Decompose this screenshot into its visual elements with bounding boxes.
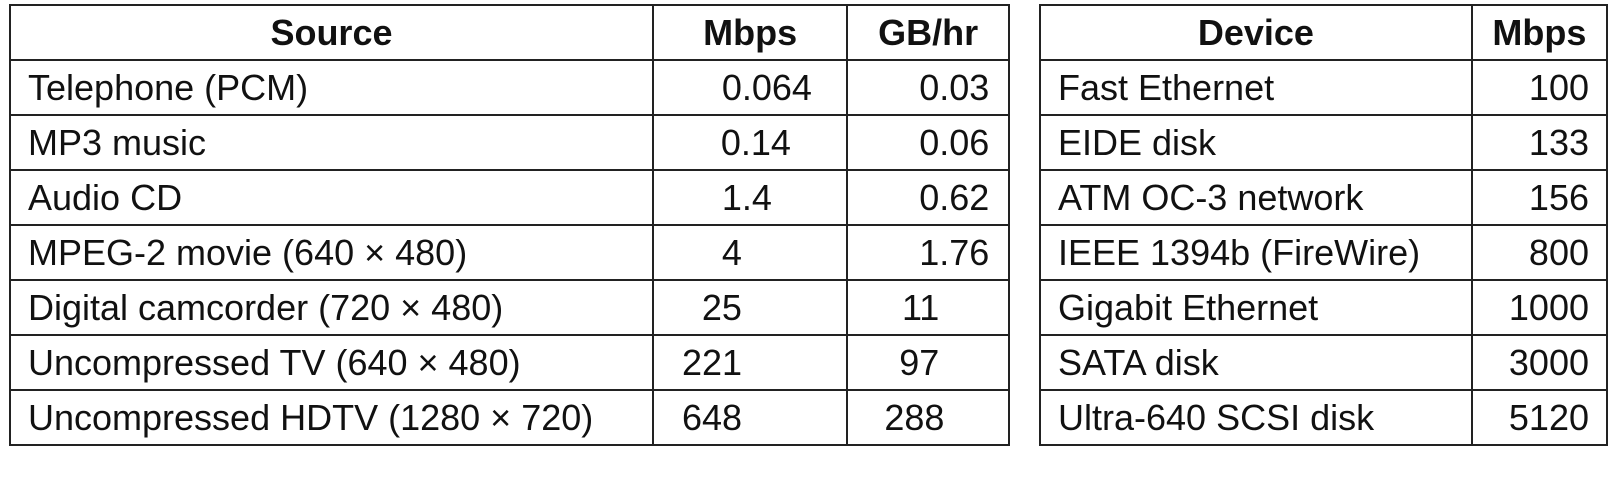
device-name-cell: Gigabit Ethernet (1039, 279, 1473, 336)
source-name-cell: Audio CD (9, 169, 654, 226)
device-mbps-cell: 1000 (1470, 279, 1609, 336)
source-data-rate-table: Source Mbps GB/hr Telephone (PCM) 0.064 … (9, 4, 1010, 446)
device-mbps-cell: 133 (1470, 114, 1609, 171)
gbhr-cell: 1.76 (846, 224, 1010, 281)
device-name-cell: SATA disk (1039, 334, 1473, 391)
table-row: Fast Ethernet 100 (1039, 59, 1609, 116)
gbhr-value: 288 (884, 396, 945, 438)
device-mbps-cell: 3000 (1470, 334, 1609, 391)
gbhr-value: 11 (901, 286, 940, 328)
mbps-cell: 4 (651, 224, 849, 281)
table-row: IEEE 1394b (FireWire) 800 (1039, 224, 1609, 281)
device-mbps-cell: 5120 (1470, 389, 1609, 446)
table-row: Telephone (PCM) 0.064 0.03 (9, 59, 1010, 116)
mbps-column-header: Mbps (651, 4, 849, 61)
device-name-cell: Ultra-640 SCSI disk (1039, 389, 1473, 446)
gbhr-value: 97 (899, 341, 940, 383)
gbhr-value: 0.06 (919, 121, 990, 163)
source-name-cell: Digital camcorder (720 × 480) (9, 279, 654, 336)
device-name-cell: IEEE 1394b (FireWire) (1039, 224, 1473, 281)
device-mbps-column-header: Mbps (1470, 4, 1609, 61)
gbhr-value: 0.03 (919, 66, 990, 108)
gbhr-cell: 288 (846, 389, 1010, 446)
source-name-cell: Uncompressed HDTV (1280 × 720) (9, 389, 654, 446)
device-data-rate-table: Device Mbps Fast Ethernet 100 EIDE disk … (1039, 4, 1609, 446)
source-name-cell: Telephone (PCM) (9, 59, 654, 116)
source-name-cell: MPEG-2 movie (640 × 480) (9, 224, 654, 281)
gbhr-value: 1.76 (919, 231, 990, 273)
table-row: MPEG-2 movie (640 × 480) 4 1.76 (9, 224, 1010, 281)
mbps-cell: 648 (651, 389, 849, 446)
table-row: SATA disk 3000 (1039, 334, 1609, 391)
mbps-value: 1.4 (721, 176, 772, 218)
table-row: Gigabit Ethernet 1000 (1039, 279, 1609, 336)
mbps-cell: 0.064 (651, 59, 849, 116)
table-header-row: Device Mbps (1039, 4, 1609, 61)
table-header-row: Source Mbps GB/hr (9, 4, 1010, 61)
device-mbps-cell: 800 (1470, 224, 1609, 281)
table-row: ATM OC-3 network 156 (1039, 169, 1609, 226)
device-mbps-cell: 100 (1470, 59, 1609, 116)
device-name-cell: Fast Ethernet (1039, 59, 1473, 116)
device-mbps-cell: 156 (1470, 169, 1609, 226)
device-name-cell: EIDE disk (1039, 114, 1473, 171)
gbhr-cell: 11 (846, 279, 1010, 336)
device-column-header: Device (1039, 4, 1473, 61)
source-column-header: Source (9, 4, 654, 61)
mbps-value: 0.14 (720, 121, 791, 163)
mbps-cell: 25 (651, 279, 849, 336)
source-name-cell: Uncompressed TV (640 × 480) (9, 334, 654, 391)
mbps-value: 0.064 (721, 66, 812, 108)
gbhr-column-header: GB/hr (846, 4, 1010, 61)
table-row: Uncompressed TV (640 × 480) 221 97 (9, 334, 1010, 391)
mbps-cell: 221 (651, 334, 849, 391)
mbps-value: 648 (681, 396, 743, 438)
gbhr-cell: 0.06 (846, 114, 1010, 171)
table-row: Audio CD 1.4 0.62 (9, 169, 1010, 226)
mbps-cell: 0.14 (651, 114, 849, 171)
gbhr-cell: 0.03 (846, 59, 1010, 116)
table-row: EIDE disk 133 (1039, 114, 1609, 171)
mbps-value: 25 (701, 286, 742, 328)
gbhr-cell: 0.62 (846, 169, 1010, 226)
table-row: Uncompressed HDTV (1280 × 720) 648 288 (9, 389, 1010, 446)
table-row: Digital camcorder (720 × 480) 25 11 (9, 279, 1010, 336)
gbhr-cell: 97 (846, 334, 1010, 391)
device-name-cell: ATM OC-3 network (1039, 169, 1473, 226)
gbhr-value: 0.62 (919, 176, 990, 218)
mbps-value: 4 (721, 231, 742, 273)
table-row: MP3 music 0.14 0.06 (9, 114, 1010, 171)
mbps-value: 221 (681, 341, 743, 383)
source-name-cell: MP3 music (9, 114, 654, 171)
mbps-cell: 1.4 (651, 169, 849, 226)
table-row: Ultra-640 SCSI disk 5120 (1039, 389, 1609, 446)
